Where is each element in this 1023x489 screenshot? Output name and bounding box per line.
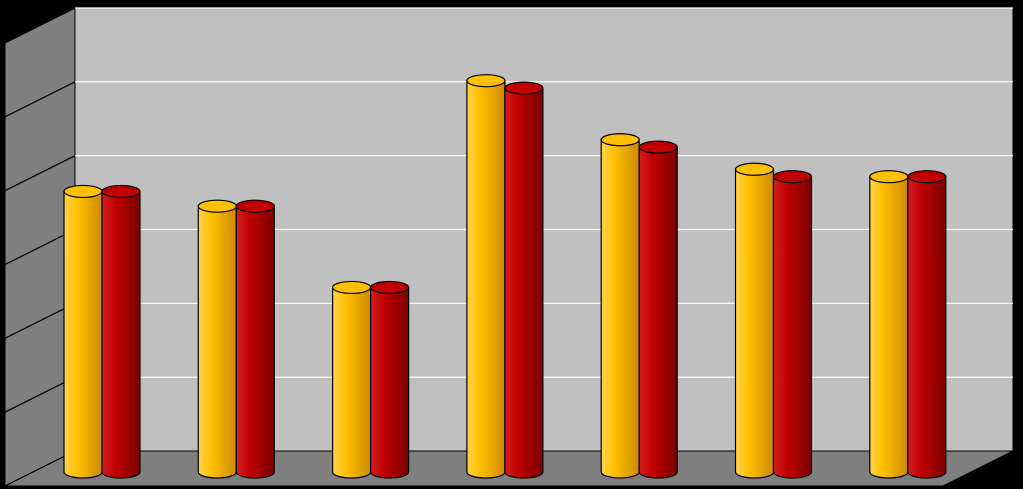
bar-series1 [869,170,909,479]
side-gridline [4,228,76,266]
bar-series2 [101,184,141,479]
bar-series1 [466,74,506,479]
bar-series1 [734,162,775,479]
bar-series1 [63,184,103,479]
bar-series2 [235,199,275,479]
side-gridline [4,302,76,339]
bar-series2 [504,81,544,479]
side-gridline [4,7,76,44]
bar-series1 [600,133,640,479]
bar-series1 [197,199,237,479]
side-gridline [4,81,76,118]
bar-series2 [772,170,813,479]
bar-series2 [638,140,678,479]
bar-series2 [370,280,410,479]
bar-series2 [907,170,947,479]
side-gridline [4,376,76,413]
side-gridline [4,155,76,192]
bars [63,74,947,479]
bar-series1 [332,280,372,479]
